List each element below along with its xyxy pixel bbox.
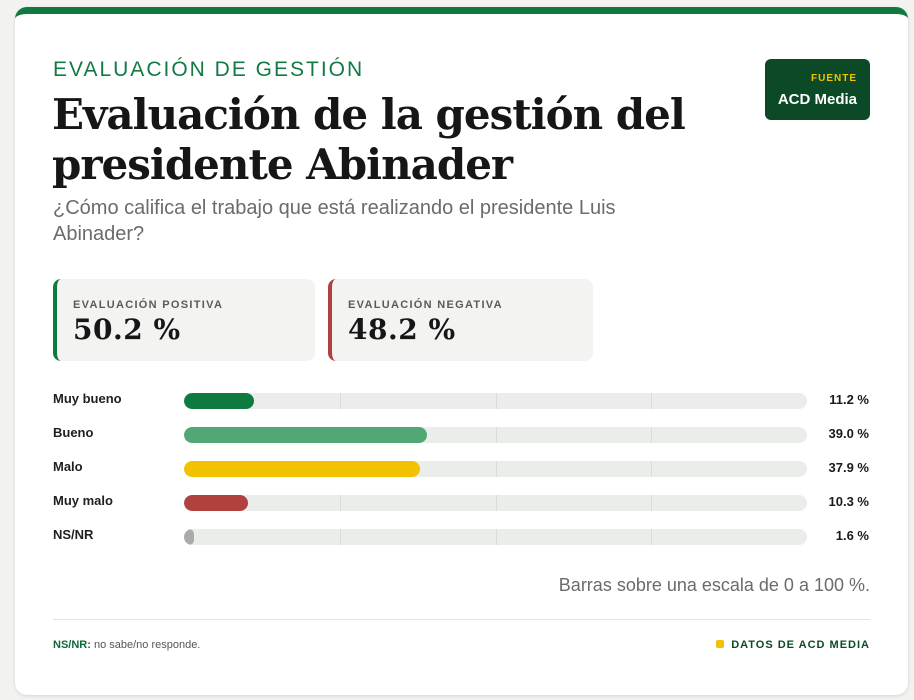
bar xyxy=(184,529,194,545)
positive-evaluation-value: 50.2 % xyxy=(73,313,181,346)
negative-evaluation-value: 48.2 % xyxy=(348,313,456,346)
footer-divider xyxy=(53,619,870,620)
source-badge-label: FUENTE xyxy=(811,73,857,84)
abbreviation-description: no sabe/no responde. xyxy=(90,639,201,651)
abbreviation-term: NS/NR: xyxy=(53,639,91,651)
negative-evaluation-card: EVALUACIÓN NEGATIVA 48.2 % xyxy=(328,279,593,361)
bar-track xyxy=(184,495,807,511)
category-label: Bueno xyxy=(53,425,94,440)
gridline xyxy=(651,495,652,511)
category-label: Malo xyxy=(53,459,83,474)
gridline xyxy=(496,393,497,409)
page-title: Evaluación de la gestión del presidente … xyxy=(52,90,686,189)
bar-track xyxy=(184,529,807,545)
gridline xyxy=(651,529,652,545)
data-credit-text: DATOS DE ACD MEDIA xyxy=(731,639,870,651)
source-badge-value: ACD Media xyxy=(777,91,857,108)
negative-evaluation-label: EVALUACIÓN NEGATIVA xyxy=(348,299,503,311)
value-label: 10.3 % xyxy=(828,494,869,509)
positive-evaluation-card: EVALUACIÓN POSITIVA 50.2 % xyxy=(53,279,315,361)
eyebrow-label: EVALUACIÓN DE GESTIÓN xyxy=(53,58,365,81)
value-label: 11.2 % xyxy=(829,392,869,407)
category-label: Muy malo xyxy=(53,493,113,508)
gridline xyxy=(340,495,341,511)
gridline xyxy=(651,393,652,409)
data-credit: DATOS DE ACD MEDIA xyxy=(716,639,870,651)
abbreviation-note: NS/NR: no sabe/no responde. xyxy=(53,639,200,651)
gridline xyxy=(651,461,652,477)
gridline xyxy=(651,427,652,443)
evaluation-bar-chart: Muy bueno 11.2 % Bueno 39.0 % Malo 37.9 % Muy … xyxy=(53,389,873,559)
bar xyxy=(184,461,421,477)
positive-evaluation-label: EVALUACIÓN POSITIVA xyxy=(73,299,224,311)
value-label: 37.9 % xyxy=(828,460,869,475)
gridline xyxy=(340,393,341,409)
category-label: NS/NR xyxy=(53,527,94,542)
gridline xyxy=(496,495,497,511)
value-label: 39.0 % xyxy=(828,426,869,441)
survey-question: ¿Cómo califica el trabajo que está reali… xyxy=(53,197,616,245)
bar-track xyxy=(184,461,807,477)
gridline xyxy=(496,461,497,477)
bar-row: Malo 37.9 % xyxy=(53,457,873,479)
bar-row: Muy malo 10.3 % xyxy=(53,491,873,513)
gridline xyxy=(340,529,341,545)
bar-track xyxy=(184,427,807,443)
source-badge: FUENTE ACD Media xyxy=(765,59,870,120)
bar xyxy=(184,427,427,443)
scale-note: Barras sobre una escala de 0 a 100 %. xyxy=(558,575,870,595)
category-label: Muy bueno xyxy=(53,391,122,406)
bar xyxy=(184,393,254,409)
gridline xyxy=(496,529,497,545)
credit-dot-icon xyxy=(716,640,725,648)
bar-row: Muy bueno 11.2 % xyxy=(53,389,873,411)
bar-track xyxy=(184,393,807,409)
gridline xyxy=(496,427,497,443)
survey-card: EVALUACIÓN DE GESTIÓN Evaluación de la g… xyxy=(15,7,908,695)
value-label: 1.6 % xyxy=(835,528,869,543)
bar-row: Bueno 39.0 % xyxy=(53,423,873,445)
bar xyxy=(184,495,249,511)
bar-row: NS/NR 1.6 % xyxy=(53,525,873,547)
